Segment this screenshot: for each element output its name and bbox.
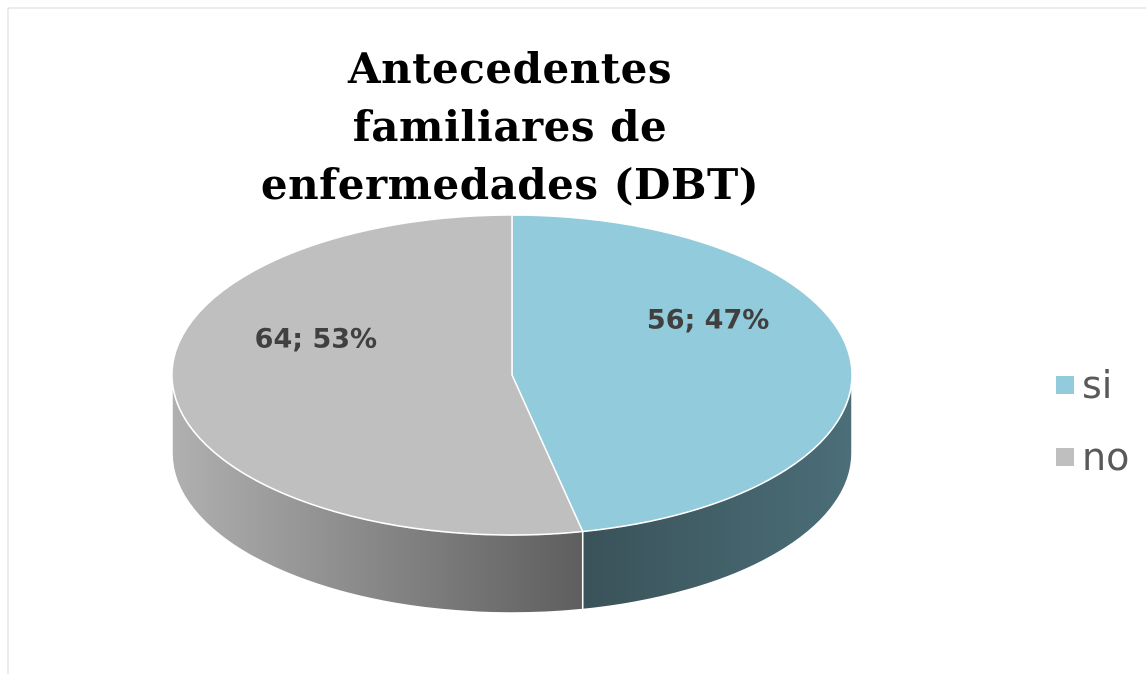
data-label: 64; 53% (255, 324, 377, 355)
chart-title: Antecedentes familiares de enfermedades … (260, 44, 760, 209)
legend-label: si (1082, 363, 1112, 407)
legend-swatch (1056, 376, 1074, 394)
legend-swatch (1056, 448, 1074, 466)
slice (511, 214, 853, 533)
chart-border (7, 7, 1146, 674)
slice (171, 214, 584, 536)
data-label: 56; 47% (647, 304, 769, 335)
legend-label: no (1082, 435, 1129, 479)
